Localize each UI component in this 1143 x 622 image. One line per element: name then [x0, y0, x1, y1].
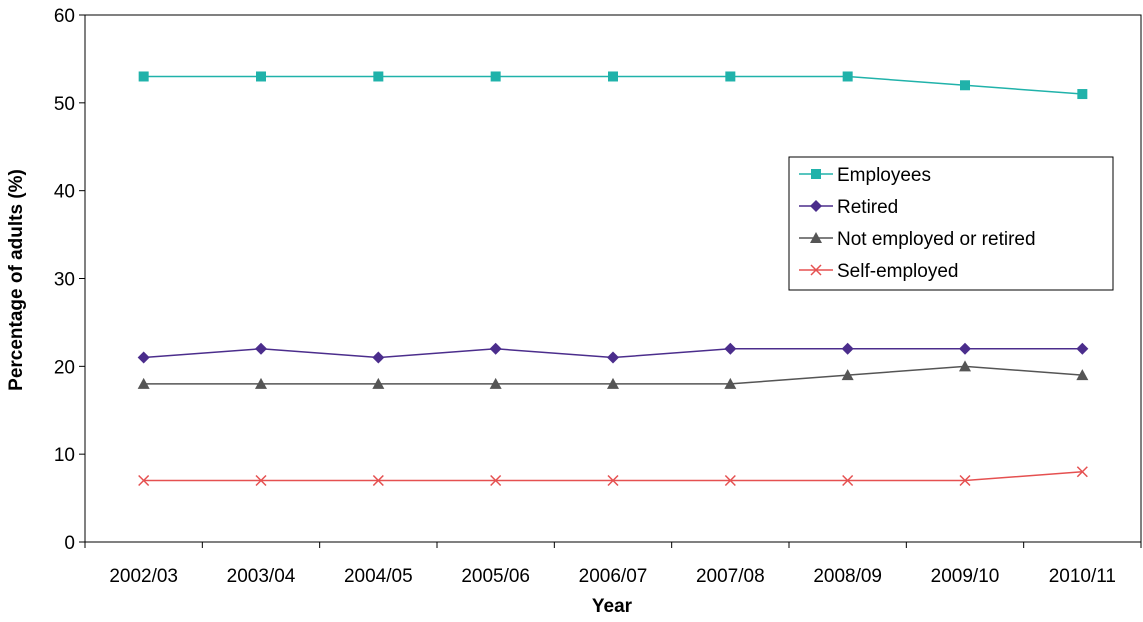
- data-point-retired: [607, 351, 619, 364]
- data-point-retired: [724, 342, 737, 355]
- x-tick-label: 2009/10: [931, 566, 1000, 587]
- data-point-self-employed: [842, 474, 854, 487]
- legend-label: Self-employed: [837, 261, 958, 282]
- series-line-self-employed: [143, 470, 1083, 482]
- y-tick-label: 20: [54, 357, 75, 378]
- data-point-self-employed: [959, 474, 971, 487]
- data-point-employees: [1077, 89, 1088, 100]
- legend: Employees Retired Not employed or retired S…: [788, 156, 1114, 291]
- data-point-employees: [960, 80, 970, 91]
- legend-marker: [811, 169, 821, 179]
- data-point-not-employed-or-retired: [841, 369, 854, 381]
- data-point-retired: [841, 342, 854, 355]
- x-tick-label: 2002/03: [109, 566, 178, 587]
- data-point-self-employed: [255, 474, 267, 487]
- data-point-not-employed-or-retired: [959, 360, 971, 372]
- data-point-employees: [256, 71, 266, 82]
- data-point-retired: [255, 342, 267, 355]
- data-point-employees: [725, 71, 736, 82]
- legend-label: Employees: [837, 165, 931, 186]
- series-employees: [138, 71, 1088, 100]
- data-point-not-employed-or-retired: [1076, 369, 1089, 381]
- legend-box: [788, 156, 1114, 291]
- x-tick-label: 2007/08: [696, 566, 765, 587]
- legend-item-not-employed-or-retired: Not employed or retired: [799, 229, 1036, 250]
- data-point-retired: [489, 342, 502, 355]
- x-tick-label: 2006/07: [579, 566, 648, 587]
- legend-item-retired: Retired: [799, 197, 898, 218]
- series-not-employed-or-retired: [137, 360, 1089, 389]
- legend-item-employees: Employees: [799, 165, 931, 186]
- x-tick-label: 2004/05: [344, 566, 413, 587]
- data-point-retired: [1076, 342, 1089, 355]
- data-point-retired: [137, 351, 150, 364]
- y-tick-label: 60: [54, 6, 75, 27]
- data-point-retired: [959, 342, 971, 355]
- x-tick-label: 2010/11: [1049, 566, 1116, 587]
- x-tick-label: 2005/06: [461, 566, 530, 587]
- x-axis-title: Year: [592, 596, 633, 617]
- x-tick-label: 2008/09: [813, 566, 882, 587]
- data-point-not-employed-or-retired: [724, 377, 737, 389]
- series-retired: [137, 342, 1089, 364]
- y-tick-label: 10: [54, 445, 75, 466]
- y-tick-label: 30: [54, 270, 75, 291]
- legend-marker: [810, 264, 822, 276]
- data-point-self-employed: [1076, 466, 1088, 478]
- data-point-employees: [608, 71, 618, 82]
- x-axis: 2002/03 2003/04 2004/05 2005/06 2006/07 2007/…: [84, 542, 1142, 587]
- series-layer: [137, 71, 1089, 487]
- y-tick-label: 50: [54, 94, 75, 115]
- legend-item-self-employed: Self-employed: [799, 261, 958, 282]
- data-point-not-employed-or-retired: [372, 377, 385, 389]
- data-point-self-employed: [724, 474, 736, 487]
- data-point-retired: [372, 351, 385, 364]
- data-point-employees: [373, 71, 384, 82]
- series-self-employed: [138, 466, 1088, 487]
- data-point-employees: [842, 71, 853, 82]
- x-tick-label: 2003/04: [227, 566, 296, 587]
- legend-marker: [810, 200, 822, 212]
- data-point-not-employed-or-retired: [255, 377, 267, 389]
- y-tick-label: 0: [64, 533, 75, 554]
- data-point-not-employed-or-retired: [607, 377, 619, 389]
- data-point-employees: [490, 71, 501, 82]
- data-point-self-employed: [138, 474, 150, 487]
- data-point-not-employed-or-retired: [489, 377, 502, 389]
- data-point-not-employed-or-retired: [137, 377, 150, 389]
- legend-label: Not employed or retired: [837, 229, 1036, 250]
- y-axis: 0 10 20 30 40 50 60: [54, 6, 85, 554]
- data-point-self-employed: [372, 474, 384, 487]
- data-point-employees: [138, 71, 149, 82]
- legend-label: Retired: [837, 197, 898, 218]
- y-axis-title: Percentage of adults (%): [6, 169, 27, 391]
- y-tick-label: 40: [54, 182, 75, 203]
- data-point-self-employed: [490, 474, 502, 487]
- legend-marker: [810, 232, 822, 243]
- data-point-self-employed: [607, 474, 619, 487]
